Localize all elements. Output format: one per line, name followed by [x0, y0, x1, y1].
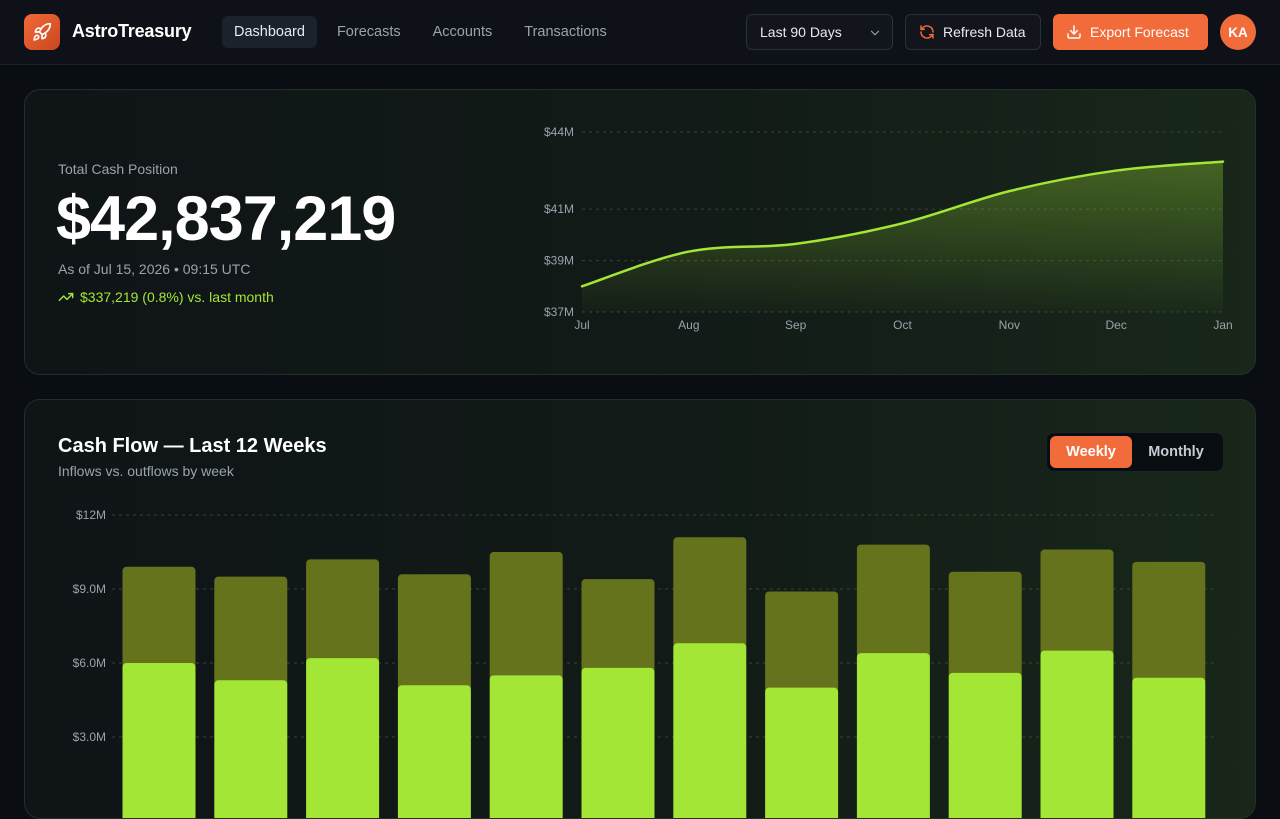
x-tick-label: Oct	[893, 318, 912, 332]
period-toggle: Weekly Monthly	[1046, 432, 1224, 472]
bar-outflow	[673, 537, 747, 650]
toggle-monthly[interactable]: Monthly	[1148, 444, 1204, 460]
bar-outflow	[214, 576, 288, 687]
bar-outflow	[765, 591, 839, 694]
rocket-logo-icon[interactable]	[24, 14, 60, 50]
y-tick-label: $44M	[544, 125, 574, 139]
x-tick-label: Jul	[574, 318, 589, 332]
y-tick-label: $3.0M	[73, 730, 106, 744]
bar-inflow	[489, 675, 563, 818]
bar-outflow	[397, 574, 471, 692]
kpi-value: $42,837,219	[56, 184, 396, 254]
cash-flow-card: Cash Flow — Last 12 Weeks Inflows vs. ou…	[24, 399, 1256, 819]
export-forecast-button[interactable]: Export Forecast	[1053, 14, 1208, 50]
x-tick-label: Jan	[1213, 318, 1232, 332]
bar-inflow	[765, 687, 839, 818]
x-tick-label: Nov	[999, 318, 1020, 332]
bar-inflow	[1132, 677, 1206, 818]
area-fill	[582, 161, 1223, 312]
refresh-label: Refresh Data	[943, 24, 1026, 40]
kpi-label: Total Cash Position	[58, 161, 178, 177]
kpi-as-of: As of Jul 15, 2026 • 09:15 UTC	[58, 261, 251, 277]
y-tick-label: $37M	[544, 305, 574, 319]
nav-dashboard[interactable]: Dashboard	[222, 16, 317, 48]
y-tick-label: $39M	[544, 254, 574, 268]
nav-accounts[interactable]: Accounts	[432, 24, 493, 40]
refresh-data-button[interactable]: Refresh Data	[905, 14, 1041, 50]
kpi-delta: $337,219 (0.8%) vs. last month	[58, 289, 274, 305]
cash-flow-bar-chart: $12M $9.0M $6.0M $3.0M	[73, 508, 1218, 818]
y-tick-label: $12M	[76, 508, 106, 522]
x-tick-label: Sep	[785, 318, 807, 332]
nav-transactions[interactable]: Transactions	[524, 24, 607, 40]
download-icon	[1067, 25, 1081, 39]
bar-inflow	[1040, 650, 1114, 818]
bar-inflow	[122, 663, 196, 818]
y-tick-label: $9.0M	[73, 582, 106, 596]
bar-inflow	[397, 685, 471, 818]
trending-up-icon	[58, 292, 74, 302]
refresh-icon	[920, 25, 934, 39]
toggle-weekly[interactable]: Weekly	[1050, 436, 1132, 468]
date-range-value: Last 90 Days	[760, 24, 842, 40]
y-tick-label: $41M	[544, 202, 574, 216]
x-tick-label: Dec	[1105, 318, 1126, 332]
main-nav: Dashboard Forecasts Accounts Transaction…	[222, 16, 619, 48]
bar-inflow	[856, 653, 930, 818]
export-label: Export Forecast	[1090, 24, 1189, 40]
bar-inflow	[948, 672, 1022, 818]
bar-outflow	[489, 552, 563, 682]
bar-inflow	[581, 667, 655, 818]
bar-outflow	[306, 559, 380, 665]
brand-name: AstroTreasury	[72, 21, 192, 41]
nav-forecasts[interactable]: Forecasts	[336, 24, 401, 40]
cash-flow-subtitle: Inflows vs. outflows by week	[58, 463, 234, 479]
bar-outflow	[856, 544, 930, 660]
kpi-delta-text: $337,219 (0.8%) vs. last month	[80, 289, 274, 305]
x-tick-label: Aug	[678, 318, 699, 332]
cash-flow-title: Cash Flow — Last 12 Weeks	[58, 435, 327, 457]
series-line	[580, 160, 1225, 288]
cash-position-card: Total Cash Position $42,837,219 As of Ju…	[24, 89, 1256, 375]
bar-outflow	[1132, 561, 1206, 684]
y-tick-label: $6.0M	[73, 656, 106, 670]
user-avatar[interactable]: KA	[1220, 14, 1256, 50]
top-bar: AstroTreasury Dashboard Forecasts Accoun…	[0, 0, 1280, 65]
bar-outflow	[948, 571, 1022, 679]
bar-outflow	[1040, 549, 1114, 657]
bar-inflow	[306, 658, 380, 818]
date-range-select[interactable]: Last 90 Days	[746, 14, 893, 50]
bar-outflow	[581, 579, 655, 674]
bar-inflow	[214, 680, 288, 818]
bar-outflow	[122, 566, 196, 669]
chevron-down-icon	[870, 30, 880, 36]
bar-inflow	[673, 643, 747, 818]
